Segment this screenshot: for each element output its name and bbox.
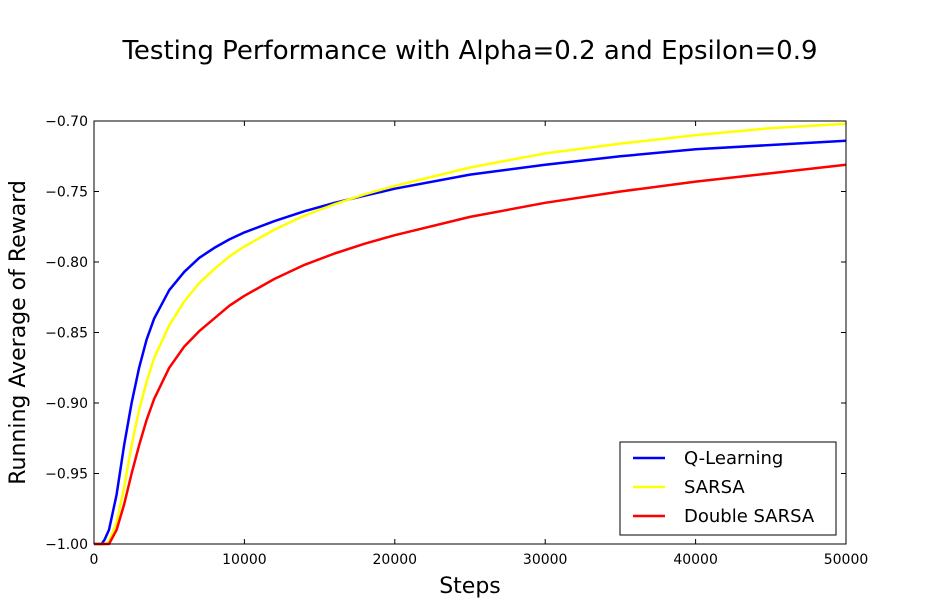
legend-label-0: Q-Learning <box>684 448 783 469</box>
y-tick-label: −0.95 <box>45 467 88 483</box>
y-tick-label: −0.80 <box>45 255 88 271</box>
x-tick-label: 20000 <box>373 552 418 568</box>
x-tick-label: 30000 <box>523 552 568 568</box>
series-line-2 <box>94 163 847 546</box>
y-axis-title: Running Average of Reward <box>6 180 31 485</box>
x-axis-title: Steps <box>439 574 501 599</box>
x-tick-label: 50000 <box>824 552 869 568</box>
legend-label-1: SARSA <box>684 477 745 498</box>
y-tick-label: −0.85 <box>45 326 88 342</box>
series-line-0 <box>94 139 847 546</box>
x-tick-label: 0 <box>90 552 99 568</box>
axis-ticks: 0 10000 20000 30000 40000 50000 −1.00 −0.95 −0.9… <box>45 114 868 568</box>
x-tick-label: 40000 <box>673 552 718 568</box>
y-tick-label: −1.00 <box>45 537 88 553</box>
y-tick-label: −0.70 <box>45 114 88 130</box>
x-tick-label: 10000 <box>222 552 267 568</box>
y-tick-label: −0.75 <box>45 185 88 201</box>
chart-title: Testing Performance with Alpha=0.2 and E… <box>121 36 817 66</box>
legend: Q-Learning SARSA Double SARSA <box>619 441 837 536</box>
legend-label-2: Double SARSA <box>684 506 815 527</box>
y-tick-label: −0.90 <box>45 396 88 412</box>
series-line-1 <box>94 122 847 546</box>
